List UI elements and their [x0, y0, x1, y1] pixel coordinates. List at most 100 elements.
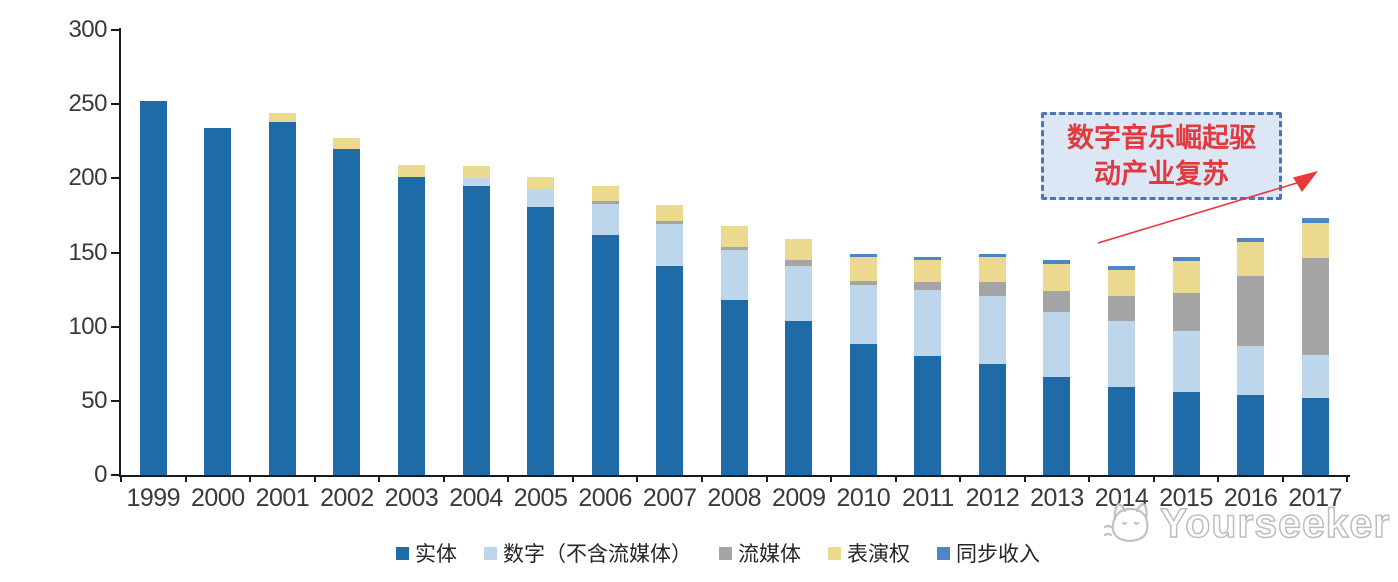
y-tick-label: 100 [68, 312, 107, 340]
bar-segment [204, 127, 232, 475]
legend-label: 实体 [415, 542, 457, 566]
legend-label: 表演权 [847, 542, 910, 566]
bar-segment [785, 265, 813, 321]
bar-segment [785, 320, 813, 475]
bar-2002 [333, 138, 361, 475]
bar-segment [656, 221, 684, 225]
x-tick-label: 2001 [255, 484, 310, 512]
bar-segment [914, 259, 942, 283]
legend-label: 流媒体 [738, 542, 801, 566]
bar-segment [333, 138, 361, 149]
bar-2011 [914, 256, 942, 475]
bar-segment [849, 254, 877, 257]
x-tick-label: 2016 [1223, 484, 1278, 512]
bar-segment [1237, 242, 1265, 277]
bar-2013 [1043, 259, 1071, 475]
y-tick-mark [111, 177, 121, 180]
bar-segment [139, 101, 167, 475]
x-tick-mark [765, 475, 768, 482]
x-tick-label: 2006 [578, 484, 632, 512]
bar-2005 [527, 176, 555, 475]
legend-label: 同步收入 [956, 542, 1040, 566]
bar-segment [1108, 270, 1136, 296]
x-tick-mark [313, 475, 316, 482]
bar-segment [1172, 331, 1200, 392]
x-tick-mark [442, 475, 445, 482]
bar-segment [527, 206, 555, 475]
bar-segment [914, 256, 942, 260]
legend-item: 流媒体 [719, 538, 801, 568]
x-tick-label: 2012 [965, 484, 1020, 512]
legend-item: 实体 [396, 538, 457, 568]
bar-segment [1043, 377, 1071, 475]
bar-2007 [656, 205, 684, 475]
y-tick-label: 50 [81, 386, 107, 414]
y-tick-label: 150 [68, 238, 107, 266]
bar-segment [914, 282, 942, 290]
y-tick-mark [111, 399, 121, 402]
x-tick-mark [1023, 475, 1026, 482]
x-tick-mark [1217, 475, 1220, 482]
legend-swatch [937, 546, 950, 560]
bar-segment [785, 239, 813, 260]
bar-segment [720, 299, 748, 475]
bar-segment [397, 176, 425, 475]
bar-segment [591, 200, 619, 204]
bar-segment [1043, 311, 1071, 378]
y-tick-label: 200 [68, 164, 107, 192]
bar-segment [1172, 256, 1200, 262]
bar-1999 [139, 101, 167, 475]
bar-segment [785, 259, 813, 266]
bar-segment [462, 166, 490, 179]
y-tick-mark [111, 29, 121, 31]
x-tick-mark [1088, 475, 1091, 482]
x-tick-label: 1999 [126, 484, 181, 512]
x-tick-mark [120, 475, 122, 482]
bar-2016 [1237, 237, 1265, 475]
y-tick-label: 250 [68, 90, 107, 118]
bar-2015 [1172, 256, 1200, 475]
x-tick-mark [571, 475, 574, 482]
bar-2012 [978, 254, 1006, 475]
bar-segment [1043, 259, 1071, 265]
x-tick-label: 2010 [836, 484, 891, 512]
x-tick-label: 2000 [191, 484, 245, 512]
bar-segment [527, 188, 555, 207]
bar-segment [1108, 387, 1136, 475]
x-tick-label: 2017 [1288, 484, 1342, 512]
legend-swatch [828, 546, 841, 560]
bar-segment [978, 282, 1006, 296]
bar-2004 [462, 166, 490, 475]
legend-item: 同步收入 [937, 538, 1040, 568]
legend-item: 表演权 [828, 538, 910, 568]
x-tick-label: 2008 [707, 484, 762, 512]
x-tick-mark [378, 475, 381, 482]
y-tick-mark [111, 325, 121, 328]
bar-2006 [591, 185, 619, 475]
legend-swatch [396, 546, 409, 560]
annotation-text-line1: 数字音乐崛起驱 [1067, 123, 1256, 153]
bar-segment [978, 256, 1006, 283]
legend-item: 数字（不含流媒体） [484, 538, 692, 568]
bar-2003 [397, 165, 425, 475]
bar-segment [1108, 265, 1136, 271]
bar-segment [656, 205, 684, 222]
bar-segment [1237, 394, 1265, 475]
bar-segment [268, 113, 296, 122]
x-tick-label: 2002 [320, 484, 374, 512]
x-tick-mark [249, 475, 252, 482]
bar-segment [268, 121, 296, 475]
bar-segment [397, 165, 425, 177]
bar-segment [591, 203, 619, 235]
bar-segment [462, 178, 490, 186]
x-tick-mark [894, 475, 897, 482]
y-tick-mark [111, 251, 121, 254]
x-tick-label: 2015 [1159, 484, 1213, 512]
x-tick-label: 2003 [384, 484, 439, 512]
bar-segment [656, 224, 684, 266]
bar-segment [1172, 261, 1200, 293]
x-axis-line [119, 475, 1350, 477]
bar-2008 [720, 225, 748, 475]
bar-segment [1108, 295, 1136, 321]
